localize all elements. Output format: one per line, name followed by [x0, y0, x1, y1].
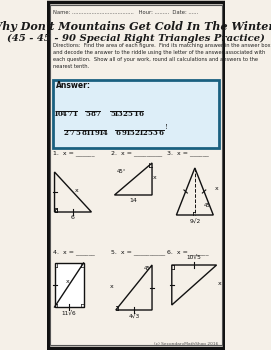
Text: 5: 5: [76, 129, 81, 137]
Bar: [54, 263, 83, 307]
Text: 45°: 45°: [144, 266, 153, 271]
FancyBboxPatch shape: [53, 80, 219, 148]
Text: 2.  x = _________: 2. x = _________: [111, 150, 162, 156]
Text: x: x: [215, 186, 218, 190]
Text: and decode the answer to the riddle using the letter of the answer associated wi: and decode the answer to the riddle usin…: [53, 50, 266, 55]
Text: Directions:  Find the area of each figure.  Find its matching answer in the answ: Directions: Find the area of each figure…: [53, 43, 271, 48]
Text: 15: 15: [125, 129, 135, 137]
Text: 9: 9: [94, 129, 99, 137]
Text: 13: 13: [114, 110, 123, 118]
Text: 45°: 45°: [117, 169, 126, 174]
Text: 8: 8: [90, 110, 95, 118]
Text: 45: 45: [204, 203, 211, 208]
Text: 1: 1: [133, 110, 138, 118]
Text: 7: 7: [67, 110, 72, 118]
Text: x: x: [75, 188, 78, 193]
Text: Name: ......................................   Hour: .........  Date: ......: Name: ..................................…: [53, 10, 198, 15]
Text: 5: 5: [128, 110, 133, 118]
Text: 4.  x = ______: 4. x = ______: [53, 249, 95, 255]
Text: 6: 6: [71, 215, 75, 220]
Text: 11√6: 11√6: [62, 311, 76, 316]
Text: Answer:: Answer:: [56, 81, 91, 90]
Text: 3.  x = ______: 3. x = ______: [167, 150, 209, 156]
Text: 2: 2: [134, 129, 139, 137]
FancyBboxPatch shape: [50, 5, 222, 345]
Text: 5: 5: [147, 129, 152, 137]
Text: x: x: [153, 175, 157, 180]
Text: (45 - 45 - 90 Special Right Triangles Practice): (45 - 45 - 90 Special Right Triangles Pr…: [7, 34, 264, 43]
Text: 10: 10: [54, 110, 63, 118]
FancyBboxPatch shape: [48, 2, 224, 348]
Text: 6.  x = ______: 6. x = ______: [167, 249, 209, 255]
Text: 7: 7: [70, 129, 75, 137]
Text: x: x: [110, 284, 114, 288]
Text: 9√2: 9√2: [189, 219, 201, 224]
Text: 12: 12: [138, 129, 148, 137]
Text: 8: 8: [82, 129, 87, 137]
Text: (c) SecondaryMathShop 2016: (c) SecondaryMathShop 2016: [154, 342, 218, 346]
Text: 7: 7: [96, 110, 101, 118]
Text: 6: 6: [138, 110, 143, 118]
Text: 3: 3: [153, 129, 158, 137]
Text: 11: 11: [85, 129, 95, 137]
Text: !: !: [164, 123, 167, 131]
Text: nearest tenth.: nearest tenth.: [53, 64, 89, 69]
Text: 6: 6: [115, 129, 120, 137]
Text: 5: 5: [110, 110, 115, 118]
Text: 14: 14: [129, 198, 137, 203]
Text: x: x: [217, 281, 221, 286]
Text: "Why Don't Mountains Get Cold In The Winter?": "Why Don't Mountains Get Cold In The Win…: [0, 21, 271, 33]
Text: x: x: [66, 279, 69, 284]
Text: 2: 2: [122, 110, 127, 118]
Text: 4: 4: [62, 110, 67, 118]
Text: each question.  Show all of your work, round all calculations and answers to the: each question. Show all of your work, ro…: [53, 57, 258, 62]
Text: 5: 5: [85, 110, 90, 118]
Text: 2: 2: [64, 129, 69, 137]
Text: 9: 9: [121, 129, 126, 137]
Text: 1.  x = ______: 1. x = ______: [53, 150, 95, 156]
Text: 10√5: 10√5: [187, 255, 202, 260]
Text: 14: 14: [98, 129, 108, 137]
Text: 4√3: 4√3: [128, 314, 140, 319]
Text: 5.  x = __________: 5. x = __________: [111, 249, 165, 255]
Text: 1: 1: [73, 110, 78, 118]
Text: 6: 6: [159, 129, 164, 137]
